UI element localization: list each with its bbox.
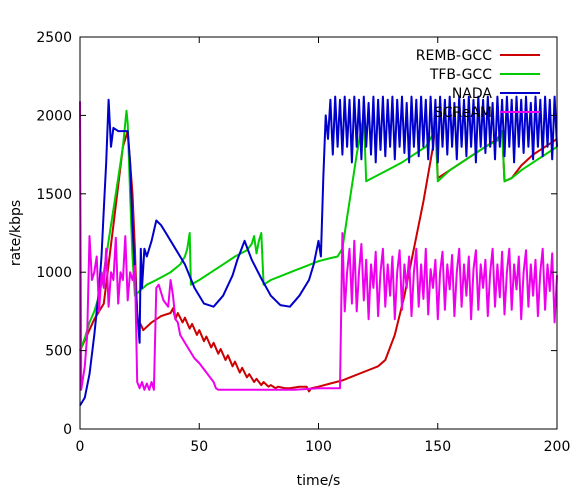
- x-tick-label: 150: [424, 439, 451, 455]
- series-layer: [79, 95, 558, 407]
- y-tick-label: 0: [63, 422, 72, 438]
- series-line-nada: [79, 95, 558, 407]
- legend-label: REMB-GCC: [416, 48, 492, 64]
- x-tick-label: 0: [76, 439, 85, 455]
- y-tick-label: 500: [45, 344, 72, 360]
- y-tick-label: 1000: [36, 265, 72, 281]
- y-tick-label: 2000: [36, 108, 72, 124]
- legend-label: TFB-GCC: [429, 67, 492, 83]
- legend-label: SCReAM: [434, 105, 492, 121]
- x-tick-label: 50: [190, 439, 208, 455]
- y-tick-label: 1500: [36, 187, 72, 203]
- x-tick-label: 200: [544, 439, 571, 455]
- legend: REMB-GCC TFB-GCC NADA SCReAM: [416, 48, 540, 121]
- x-tick-label: 100: [305, 439, 332, 455]
- series-line-scream: [79, 101, 558, 391]
- y-axis-title: rate/kbps: [8, 200, 24, 266]
- y-tick-label: 2500: [36, 30, 72, 46]
- legend-label: NADA: [452, 86, 493, 102]
- x-axis-title: time/s: [297, 473, 341, 489]
